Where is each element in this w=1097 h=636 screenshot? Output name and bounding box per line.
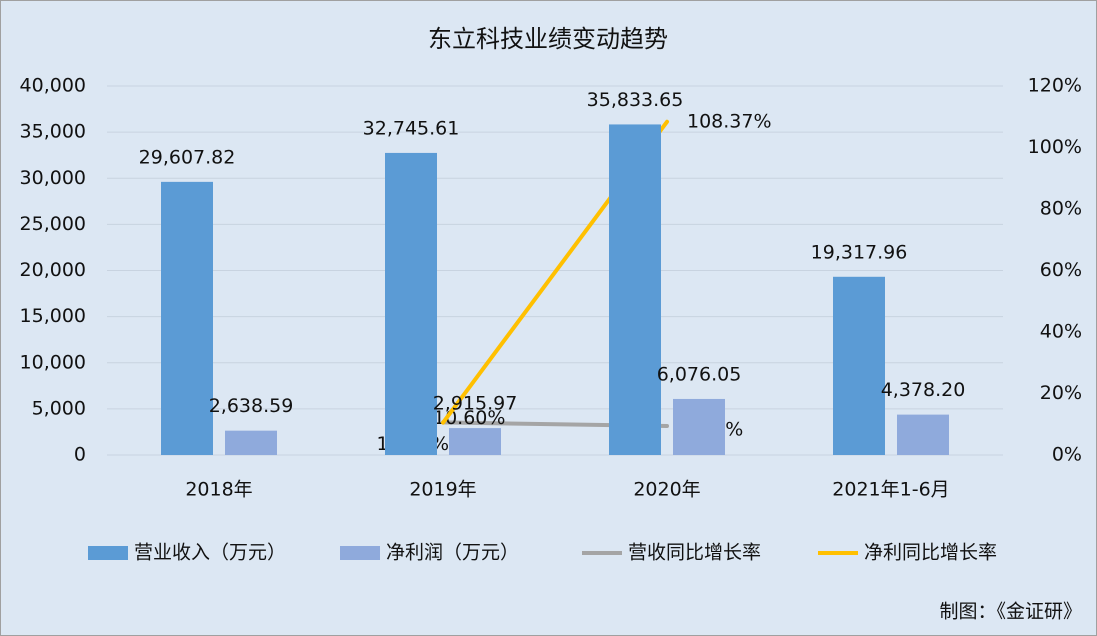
bar xyxy=(225,430,277,455)
y-tick-label: 25,000 xyxy=(20,213,86,235)
y-tick-label: 5,000 xyxy=(32,397,86,419)
data-label: 6,076.05 xyxy=(657,363,742,385)
legend-swatch xyxy=(340,546,380,560)
y2-tick-label: 0% xyxy=(1052,444,1082,466)
bar xyxy=(385,152,437,455)
legend-label: 净利同比增长率 xyxy=(864,542,997,564)
bar xyxy=(897,414,949,455)
y2-tick-label: 80% xyxy=(1040,198,1082,220)
x-tick-label: 2018年 xyxy=(185,479,252,501)
y-tick-label: 20,000 xyxy=(20,259,86,281)
y-tick-label: 35,000 xyxy=(20,121,86,143)
legend-swatch xyxy=(88,546,128,560)
data-label: 29,607.82 xyxy=(139,146,236,168)
data-label: 32,745.61 xyxy=(363,117,460,139)
data-label: 2,915.97 xyxy=(433,393,518,415)
bar xyxy=(609,124,661,456)
data-label: 35,833.65 xyxy=(587,89,684,111)
x-tick-label: 2020年 xyxy=(633,479,700,501)
legend-label: 净利润（万元） xyxy=(386,542,519,564)
legend-label: 营收同比增长率 xyxy=(628,542,761,564)
y-tick-label: 40,000 xyxy=(20,75,86,97)
y-tick-label: 10,000 xyxy=(20,351,86,373)
x-tick-label: 2019年 xyxy=(409,479,476,501)
chart-title: 东立科技业绩变动趋势 xyxy=(428,25,668,53)
y2-tick-label: 40% xyxy=(1040,321,1082,343)
x-tick-label: 2021年1-6月 xyxy=(832,479,949,501)
bar xyxy=(449,428,501,455)
data-label: 2,638.59 xyxy=(209,395,294,417)
y2-tick-label: 20% xyxy=(1040,382,1082,404)
bar xyxy=(161,181,213,455)
legend-label: 营业收入（万元） xyxy=(134,542,286,564)
source-note: 制图：《金证研》 xyxy=(939,601,1082,623)
data-label: 108.37% xyxy=(687,110,772,132)
bar xyxy=(833,276,885,455)
y-tick-label: 30,000 xyxy=(20,167,86,189)
y2-tick-label: 60% xyxy=(1040,259,1082,281)
y-tick-label: 15,000 xyxy=(20,305,86,327)
y2-tick-label: 120% xyxy=(1028,75,1082,97)
bar xyxy=(673,398,725,455)
data-label: 19,317.96 xyxy=(811,241,908,263)
y-tick-label: 0 xyxy=(74,444,86,466)
data-label: 4,378.20 xyxy=(881,379,966,401)
y2-tick-label: 100% xyxy=(1028,136,1082,158)
